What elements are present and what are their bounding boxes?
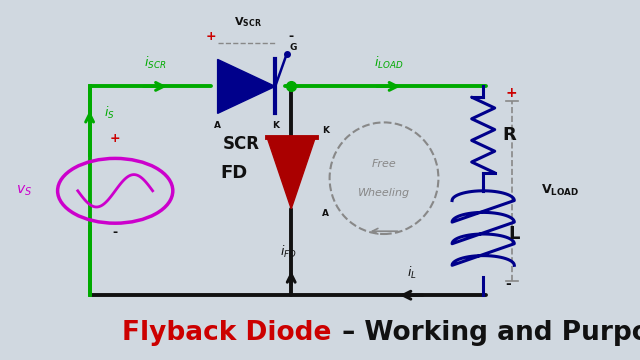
- Text: SCR: SCR: [223, 135, 260, 153]
- Text: -: -: [113, 226, 118, 239]
- Text: A: A: [322, 209, 329, 218]
- Text: -: -: [506, 277, 511, 291]
- Polygon shape: [218, 59, 275, 113]
- Polygon shape: [267, 137, 316, 209]
- Text: +: +: [110, 132, 120, 145]
- Text: +: +: [206, 30, 216, 42]
- Text: FD: FD: [220, 164, 248, 182]
- Text: $v_S$: $v_S$: [16, 184, 32, 198]
- Text: L: L: [509, 225, 520, 243]
- Text: $i_{SCR}$: $i_{SCR}$: [145, 55, 166, 71]
- Text: Flyback Diode: Flyback Diode: [122, 320, 331, 346]
- Text: $i_S$: $i_S$: [104, 105, 115, 121]
- Text: Free: Free: [372, 159, 396, 169]
- Text: G: G: [289, 43, 297, 52]
- Text: $\mathbf{V_{SCR}}$: $\mathbf{V_{SCR}}$: [234, 15, 262, 29]
- Text: R: R: [502, 126, 516, 144]
- Text: A: A: [214, 121, 221, 130]
- Text: Wheeling: Wheeling: [358, 188, 410, 198]
- Text: $i_{LOAD}$: $i_{LOAD}$: [374, 55, 404, 71]
- Text: $i_{FD}$: $i_{FD}$: [280, 244, 296, 260]
- Text: -: -: [289, 30, 294, 42]
- Text: K: K: [322, 126, 329, 135]
- Text: $\mathbf{V_{LOAD}}$: $\mathbf{V_{LOAD}}$: [541, 183, 579, 198]
- Text: – Working and Purpose: – Working and Purpose: [333, 320, 640, 346]
- Text: K: K: [272, 121, 278, 130]
- Text: +: +: [506, 86, 517, 100]
- Text: $i_L$: $i_L$: [406, 265, 417, 281]
